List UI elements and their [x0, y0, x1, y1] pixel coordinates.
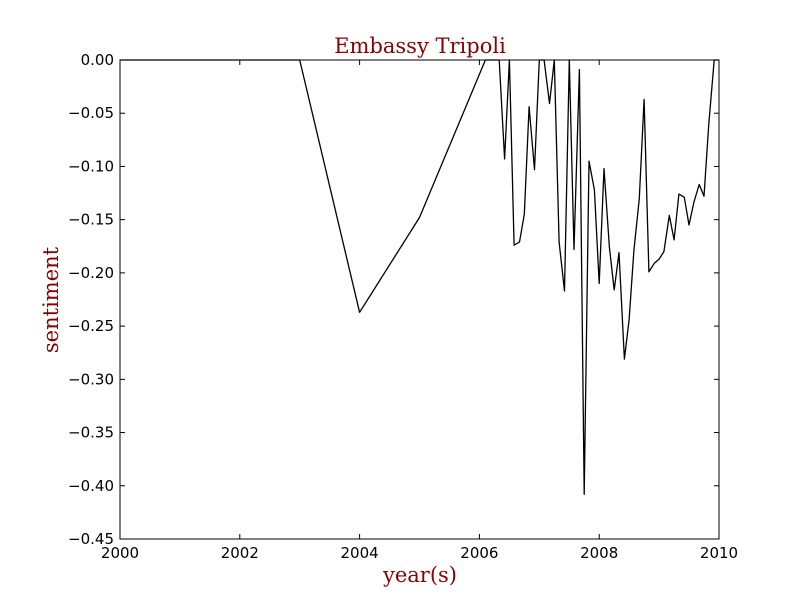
- chart-title: Embassy Tripoli: [334, 34, 506, 58]
- x-tick-label: 2010: [700, 544, 738, 562]
- plot-area: 2000 2002 2004 2006 2008 2010 0.00 −0.05 −0.10 −0…: [68, 51, 738, 562]
- y-tick-label: −0.10: [68, 157, 114, 175]
- y-tick-label: −0.30: [68, 370, 114, 388]
- y-axis-title: sentiment: [39, 246, 63, 353]
- y-tick-label: −0.45: [68, 530, 114, 548]
- x-tick-label: 2000: [101, 544, 139, 562]
- x-tick-label: 2004: [341, 544, 379, 562]
- y-tick-label: −0.05: [68, 104, 114, 122]
- plot-frame: [119, 59, 720, 540]
- x-tick-label: 2008: [580, 544, 618, 562]
- series-line: [120, 59, 719, 495]
- x-tick-label: 2006: [460, 544, 498, 562]
- y-tick-label: 0.00: [81, 51, 114, 69]
- y-tick-label: −0.15: [68, 211, 114, 229]
- x-axis-title: year(s): [382, 563, 457, 587]
- y-tick-label: −0.25: [68, 317, 114, 335]
- y-tick-label: −0.40: [68, 477, 114, 495]
- y-tick-label: −0.35: [68, 424, 114, 442]
- y-tick-label: −0.20: [68, 264, 114, 282]
- x-tick-label: 2002: [221, 544, 259, 562]
